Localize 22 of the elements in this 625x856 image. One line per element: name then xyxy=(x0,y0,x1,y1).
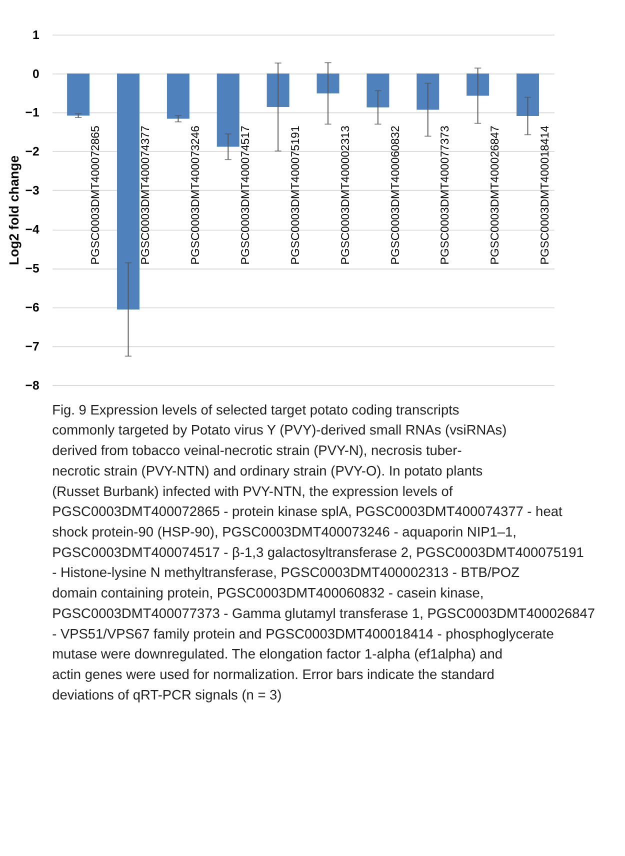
y-tick-label: −3 xyxy=(25,184,40,198)
y-tick-label: −4 xyxy=(25,222,40,237)
x-tick-label: PGSC0003DMT400075191 xyxy=(290,126,302,265)
y-tick-label: −7 xyxy=(25,339,40,354)
y-tick-label: −2 xyxy=(25,144,40,159)
y-tick-label: −8 xyxy=(25,378,40,392)
x-tick-label: PGSC0003DMT400074377 xyxy=(140,126,152,265)
y-tick-label: −1 xyxy=(25,106,40,120)
y-tick-label: 1 xyxy=(32,28,40,42)
x-tick-label: PGSC0003DMT400018414 xyxy=(540,126,552,265)
x-tick-label: PGSC0003DMT400073246 xyxy=(190,126,202,265)
y-tick-label: −6 xyxy=(25,300,40,314)
text: Fig. 9 Expression levels of selected target potato coding transcripts commonly targeted by Potato virus Y (PVY)-derived small RNAs (vsiRNAs) derived from tobacco veinal-necrotic strain (PVY-N), necrosis tuber-necrotic strain (PVY-NTN) and ordinary strain (PVY-O). In potato plants (Russet Burbank) infected with PVY-NTN, the expression levels of PGSC0003DMT400072865 - protein kinase splA, PGSC0003DMT400074377 - heat shock protein-90 (HSP-90), PGSC0003DMT400073246 - aquaporin NIP1–1, PGSC0003DMT400074517 - β-1,3 galactosyltransferase 2, PGSC0003DMT400075191 - Histone-lysine N methyltransferase, PGSC0003DMT400002313 - BTB/POZ domain containing protein, PGSC0003DMT400060832 - casein kinase, PGSC0003DMT400077373 - Gamma glutamyl transferase 1, PGSC0003DMT400026847 - VPS51/VPS67 family protein and PGSC0003DMT400018414 - phosphoglycerate mutase were downregulated. The elongation factor 1-alpha (ef1alpha) and actin genes were used for normalization. Error bars indicate the standard deviations of qRT-PCR signals (n = 3) xyxy=(52,402,596,702)
x-tick-label: PGSC0003DMT400072865 xyxy=(90,126,102,265)
x-tick-label: PGSC0003DMT400077373 xyxy=(440,126,452,265)
y-tick-label: 0 xyxy=(32,66,40,81)
x-tick-label: PGSC0003DMT400026847 xyxy=(490,126,502,265)
x-tick-label: PGSC0003DMT400074517 xyxy=(240,126,252,265)
x-tick-label: PGSC0003DMT400002313 xyxy=(340,126,352,265)
y-tick-label: −5 xyxy=(25,261,40,276)
y-axis-title: Log2 fold change xyxy=(6,155,22,266)
x-tick-label: PGSC0003DMT400060832 xyxy=(390,126,402,265)
